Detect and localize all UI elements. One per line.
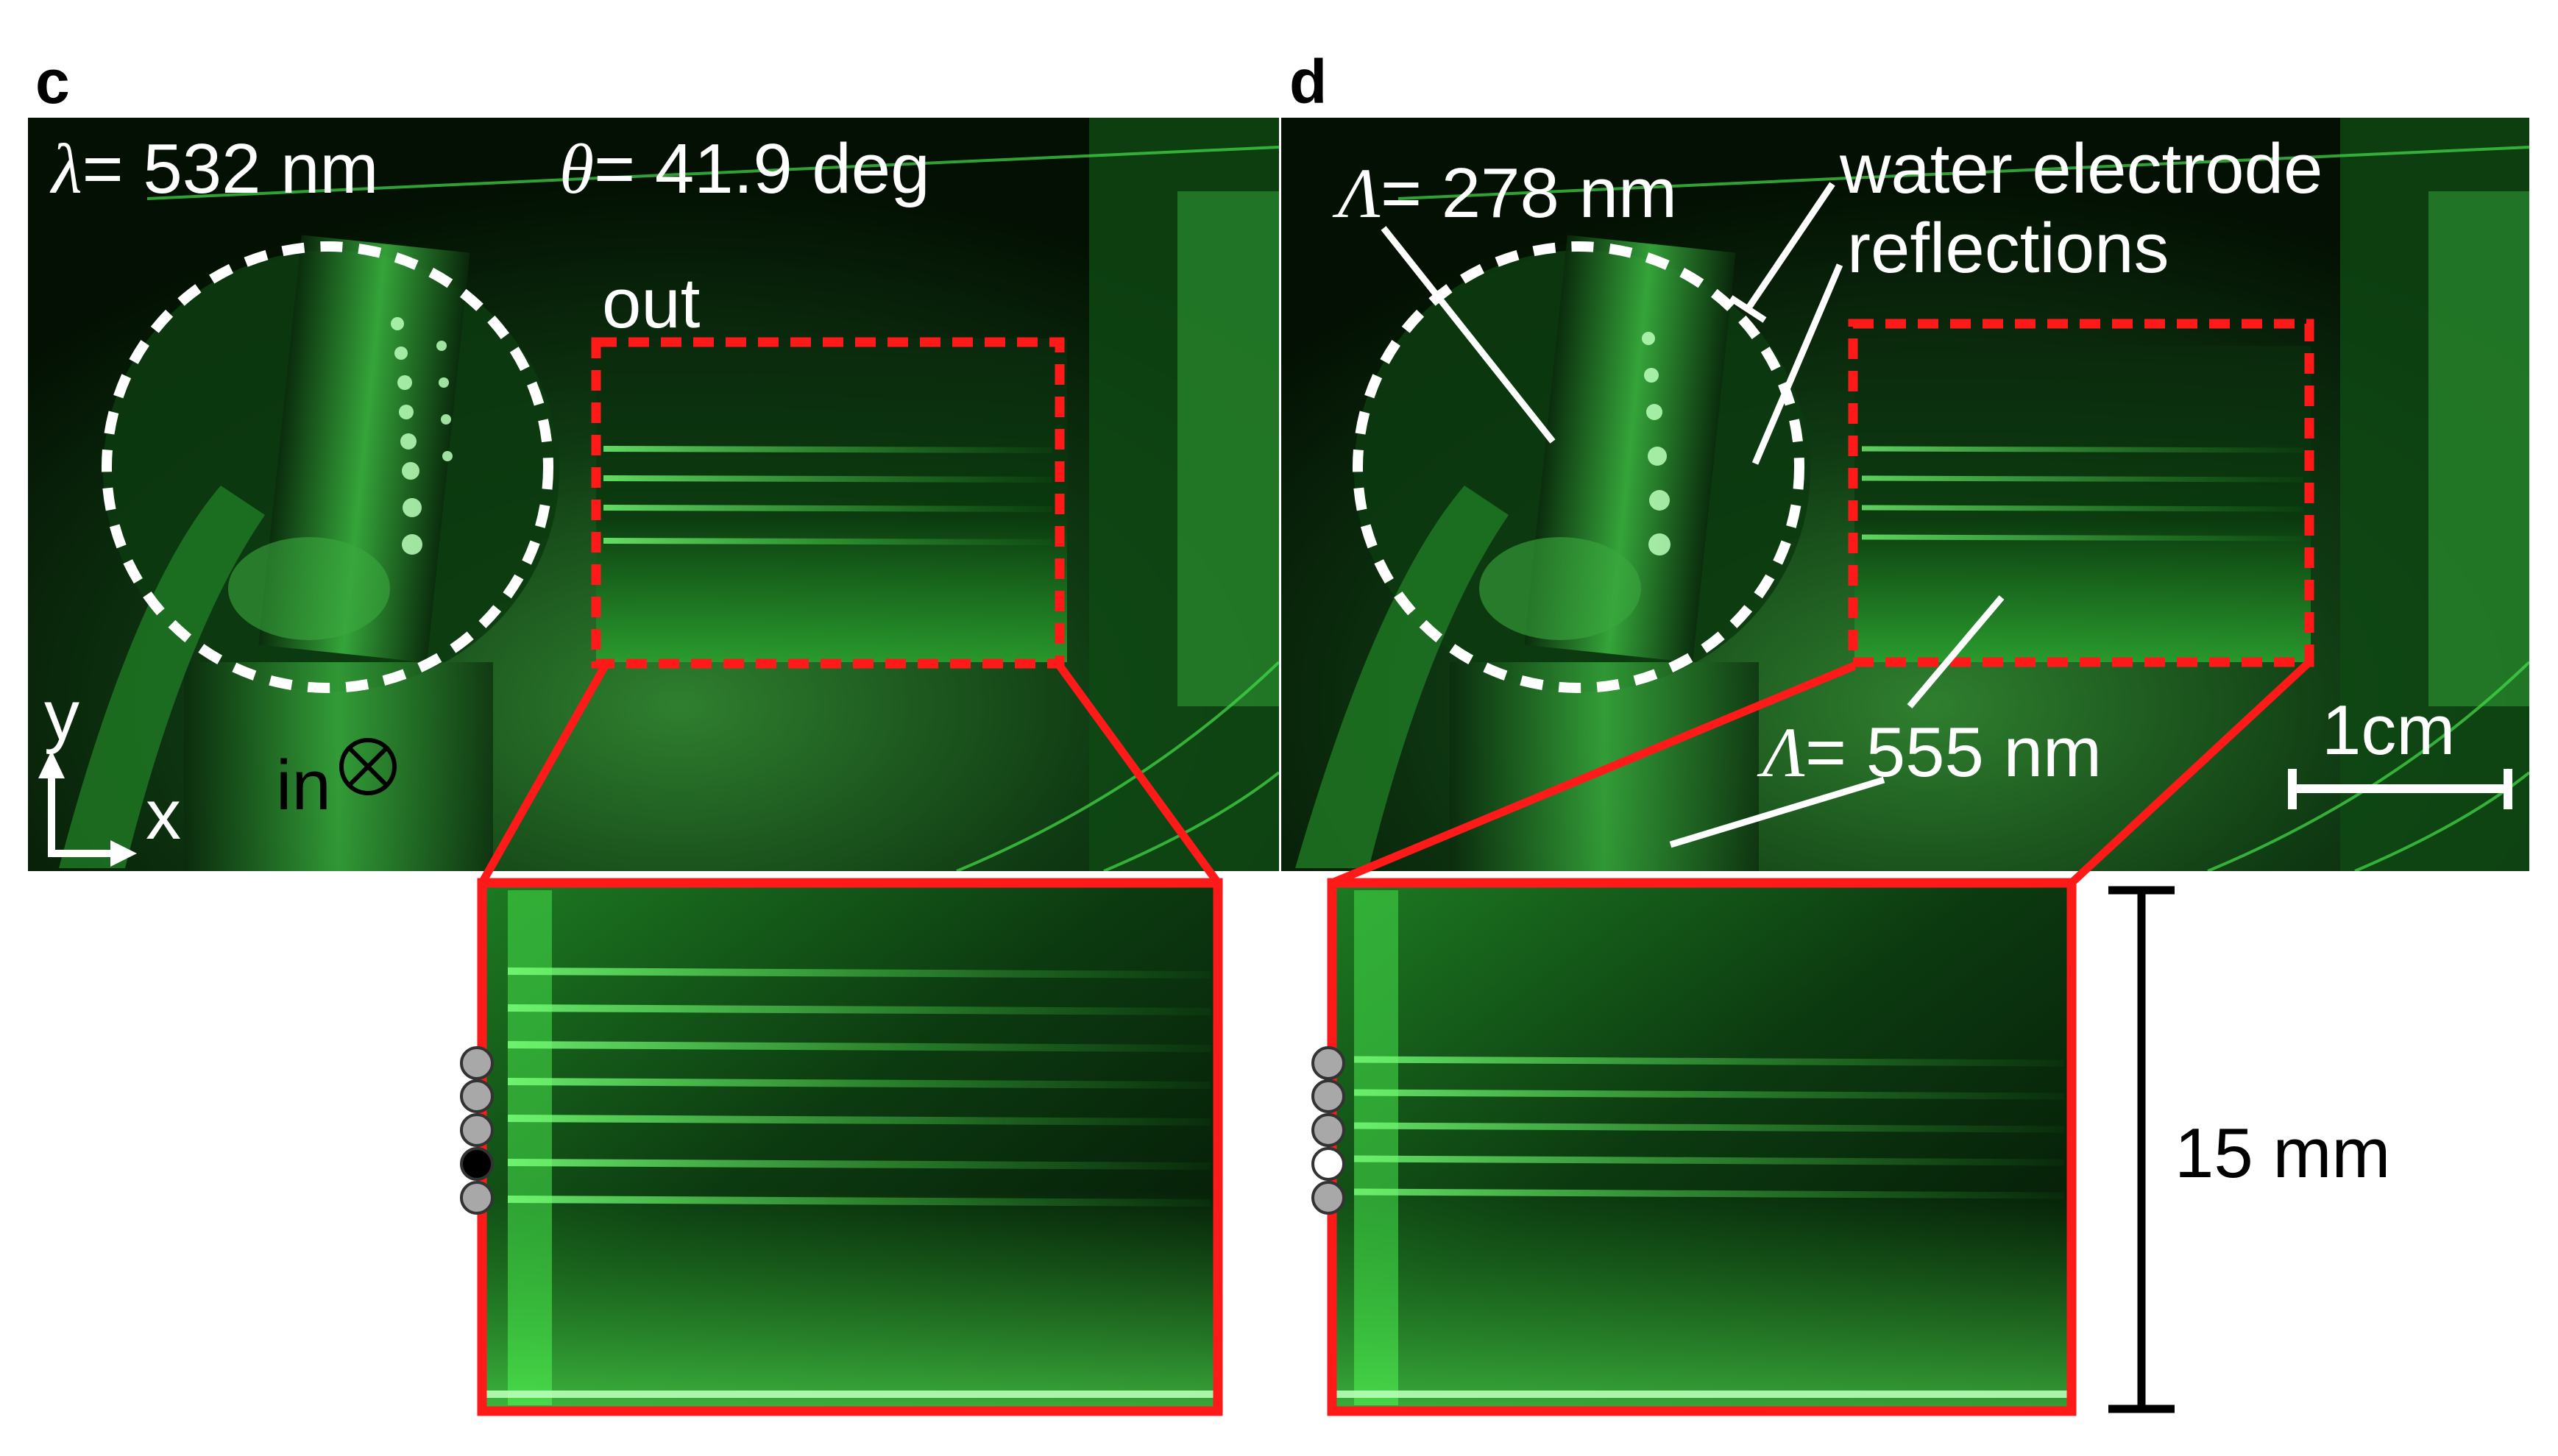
period1-pointer — [1381, 226, 1556, 444]
zoom-connector-d — [1330, 658, 2312, 887]
marker-column-d — [1311, 1046, 1345, 1215]
out-label: out — [602, 264, 700, 343]
zoom-inset-d — [1327, 878, 2077, 1416]
wavelength-label: λ= 532 nm — [49, 129, 379, 208]
scalebar — [2288, 769, 2512, 809]
height-label: 15 mm — [2175, 1114, 2390, 1193]
annotation-pointers — [1729, 182, 1843, 465]
marker-d-5 — [1311, 1181, 1345, 1215]
axis-x-label: x — [146, 775, 181, 854]
marker-column-c — [460, 1046, 494, 1215]
period1-symbol: Λ — [1332, 154, 1381, 232]
annotation-line1: water electrode — [1839, 129, 2323, 208]
electrode-circle-c — [102, 241, 553, 693]
marker-d-2 — [1311, 1079, 1345, 1113]
period2-symbol: Λ — [1757, 713, 1805, 792]
annotation-line2: reflections — [1847, 209, 2169, 288]
marker-c-2 — [460, 1079, 494, 1113]
angle-value: = 41.9 deg — [594, 129, 929, 208]
marker-d-4 — [1311, 1147, 1345, 1181]
marker-d-1 — [1311, 1046, 1345, 1080]
axis-y-label: y — [44, 676, 79, 755]
height-bracket — [2108, 886, 2175, 1413]
marker-d-3 — [1311, 1113, 1345, 1147]
electrode-circle-d — [1353, 241, 1804, 693]
period2-label: Λ= 555 nm — [1757, 713, 2102, 792]
marker-c-3 — [460, 1113, 494, 1147]
in-label: in — [276, 746, 331, 825]
panel-letter-d: d — [1289, 47, 1327, 116]
wavelength-symbol: λ — [49, 129, 82, 208]
zoom-inset-c — [477, 878, 1223, 1416]
axis-indicator — [38, 750, 137, 867]
roi-box-c — [591, 337, 1065, 669]
panel-d-photo — [1281, 118, 2529, 871]
into-page-icon — [339, 738, 397, 795]
angle-label: θ= 41.9 deg — [559, 129, 930, 208]
panel-letter-c: c — [35, 47, 70, 116]
marker-c-1 — [460, 1046, 494, 1080]
period2-pointer-upper — [1907, 595, 2005, 709]
period1-label: Λ= 278 nm — [1332, 154, 1677, 232]
panel-c-photo — [28, 118, 1279, 871]
marker-c-5 — [460, 1181, 494, 1215]
marker-c-4 — [460, 1147, 494, 1181]
period2-value: = 555 nm — [1805, 713, 2102, 792]
scalebar-label: 1cm — [2322, 691, 2455, 770]
roi-box-d — [1848, 319, 2314, 667]
angle-symbol: θ — [559, 129, 594, 208]
period1-value: = 278 nm — [1381, 154, 1677, 232]
period2-pointer-lower — [1669, 776, 1885, 848]
zoom-connector-c — [478, 663, 1222, 886]
wavelength-value: = 532 nm — [82, 129, 379, 208]
